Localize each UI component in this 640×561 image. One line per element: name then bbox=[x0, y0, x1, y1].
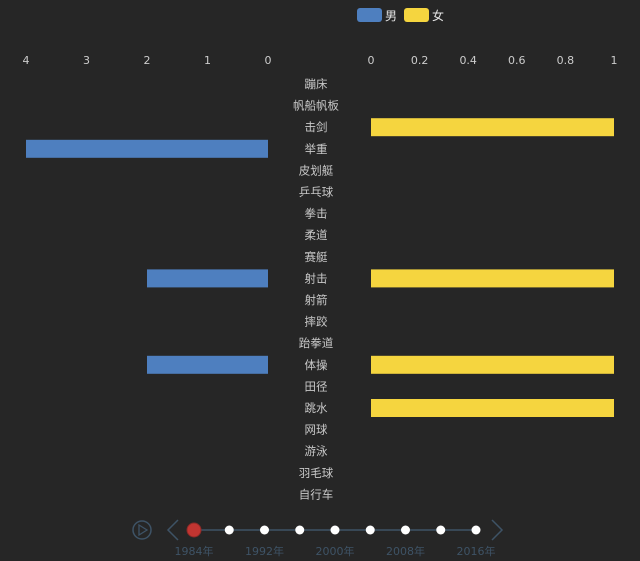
category-label: 击剑 bbox=[305, 120, 328, 134]
category-label: 自行车 bbox=[299, 487, 334, 501]
timeline-label: 2016年 bbox=[457, 544, 496, 558]
female-bar[interactable] bbox=[371, 355, 614, 374]
timeline-point[interactable] bbox=[330, 525, 340, 535]
category-label: 游泳 bbox=[305, 444, 328, 458]
category-label: 射箭 bbox=[305, 293, 328, 307]
timeline[interactable]: 1984年 1992年 2000年 2008年 2016年 bbox=[132, 519, 504, 558]
category-label: 乒乓球 bbox=[299, 185, 334, 199]
category-label: 赛艇 bbox=[305, 250, 328, 264]
category-labels: 蹦床帆船帆板击剑举重皮划艇乒乓球拳击柔道赛艇射击射箭摔跤跆拳道体操田径跳水网球游… bbox=[293, 77, 339, 501]
chevron-right-icon[interactable] bbox=[491, 519, 504, 541]
legend: 男女 bbox=[357, 8, 444, 23]
category-label: 田径 bbox=[305, 379, 328, 393]
female-axis-tick: 0.8 bbox=[557, 54, 575, 67]
category-label: 摔跤 bbox=[305, 315, 328, 329]
male-bar[interactable] bbox=[26, 139, 268, 158]
female-axis: 0 0.2 0.4 0.6 0.8 1 bbox=[368, 54, 618, 67]
male-axis-tick: 0 bbox=[265, 54, 272, 67]
timeline-point[interactable] bbox=[401, 525, 410, 535]
male-axis-tick: 3 bbox=[83, 54, 90, 67]
chevron-left-icon[interactable] bbox=[166, 519, 179, 541]
male-axis-tick: 1 bbox=[204, 54, 211, 67]
male-bar[interactable] bbox=[147, 355, 268, 374]
category-label: 帆船帆板 bbox=[293, 99, 339, 113]
male-bar[interactable] bbox=[147, 269, 268, 288]
timeline-point[interactable] bbox=[436, 525, 446, 535]
timeline-label: 2000年 bbox=[316, 544, 355, 558]
timeline-point[interactable] bbox=[224, 525, 234, 535]
timeline-point[interactable] bbox=[471, 525, 481, 535]
legend-swatch bbox=[404, 8, 429, 22]
category-label: 跆拳道 bbox=[299, 336, 334, 350]
timeline-point[interactable] bbox=[295, 525, 305, 535]
legend-label: 女 bbox=[432, 8, 444, 23]
timeline-point[interactable] bbox=[260, 525, 269, 535]
bars bbox=[26, 118, 614, 417]
male-axis-tick: 4 bbox=[23, 54, 30, 67]
male-axis-tick: 2 bbox=[144, 54, 151, 67]
male-axis: 4 3 2 1 0 bbox=[23, 54, 272, 67]
category-label: 拳击 bbox=[305, 207, 328, 221]
female-axis-tick: 0.4 bbox=[459, 54, 477, 67]
timeline-label: 1984年 bbox=[175, 544, 214, 558]
timeline-point[interactable] bbox=[365, 525, 375, 535]
female-bar[interactable] bbox=[371, 118, 614, 137]
female-bar[interactable] bbox=[371, 399, 614, 417]
female-bar[interactable] bbox=[371, 269, 614, 288]
category-label: 皮划艇 bbox=[299, 163, 334, 177]
category-label: 柔道 bbox=[305, 228, 328, 242]
female-axis-tick: 0 bbox=[368, 54, 375, 67]
play-icon[interactable] bbox=[132, 520, 152, 540]
category-label: 跳水 bbox=[305, 401, 328, 415]
timeline-label: 1992年 bbox=[245, 544, 284, 558]
female-axis-tick: 1 bbox=[611, 54, 618, 67]
legend-item-male[interactable]: 男 bbox=[357, 8, 397, 23]
category-label: 网球 bbox=[305, 423, 328, 437]
timeline-label: 2008年 bbox=[386, 544, 425, 558]
female-axis-tick: 0.6 bbox=[508, 54, 526, 67]
category-label: 举重 bbox=[305, 142, 328, 156]
category-label: 体操 bbox=[305, 358, 328, 372]
category-label: 羽毛球 bbox=[299, 466, 334, 480]
legend-item-female[interactable]: 女 bbox=[404, 8, 444, 23]
female-axis-tick: 0.2 bbox=[411, 54, 429, 67]
category-label: 射击 bbox=[305, 271, 328, 285]
legend-label: 男 bbox=[385, 9, 397, 23]
legend-swatch bbox=[357, 8, 382, 22]
timeline-point-active[interactable] bbox=[186, 522, 202, 538]
category-label: 蹦床 bbox=[305, 77, 328, 91]
